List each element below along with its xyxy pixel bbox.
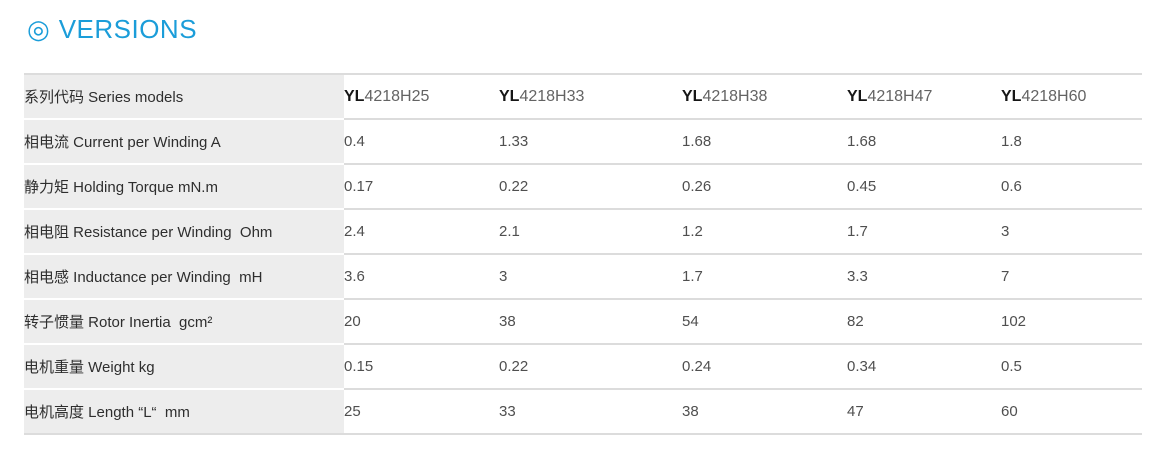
- spec-value-cell: 3: [499, 255, 682, 300]
- spec-value-cell: 0.5: [1001, 345, 1142, 390]
- model-name-cell: YL4218H25: [344, 75, 499, 120]
- spec-value-cell: 2.1: [499, 210, 682, 255]
- spec-value-cell: 1.2: [682, 210, 847, 255]
- spec-value-cell: 60: [1001, 390, 1142, 435]
- spec-value-cell: 1.8: [1001, 120, 1142, 165]
- model-prefix: YL: [682, 87, 703, 105]
- row-label: 电机高度 Length “L“ mm: [24, 390, 344, 435]
- double-circle-icon: ◎: [27, 14, 50, 44]
- table-row: 转子惯量 Rotor Inertia gcm² 20 38 54 82 102: [24, 300, 1142, 345]
- table-row: 电机重量 Weight kg 0.15 0.22 0.24 0.34 0.5: [24, 345, 1142, 390]
- spec-value-cell: 20: [344, 300, 499, 345]
- model-number: 4218H25: [364, 87, 430, 105]
- spec-value-cell: 1.7: [682, 255, 847, 300]
- row-label: 相电阻 Resistance per Winding Ohm: [24, 210, 344, 255]
- spec-value-cell: 0.4: [344, 120, 499, 165]
- row-label: 相电流 Current per Winding A: [24, 120, 344, 165]
- model-prefix: YL: [1001, 87, 1022, 105]
- spec-value-cell: 1.68: [847, 120, 1001, 165]
- spec-table: 系列代码 Series models YL4218H25 YL4218H33 YL4…: [24, 73, 1142, 435]
- row-label: 相电感 Inductance per Winding mH: [24, 255, 344, 300]
- model-prefix: YL: [499, 87, 520, 105]
- row-label: 转子惯量 Rotor Inertia gcm²: [24, 300, 344, 345]
- spec-value-cell: 0.6: [1001, 165, 1142, 210]
- model-number: 4218H33: [519, 87, 585, 105]
- table-row: 静力矩 Holding Torque mN.m 0.17 0.22 0.26 0.45 0…: [24, 165, 1142, 210]
- spec-value-cell: 3: [1001, 210, 1142, 255]
- spec-value-cell: 1.33: [499, 120, 682, 165]
- spec-value-cell: 7: [1001, 255, 1142, 300]
- model-prefix: YL: [344, 87, 365, 105]
- table-row: 相电阻 Resistance per Winding Ohm 2.4 2.1 1.2 1…: [24, 210, 1142, 255]
- spec-value-cell: 0.17: [344, 165, 499, 210]
- model-name-cell: YL4218H33: [499, 75, 682, 120]
- spec-value-cell: 0.45: [847, 165, 1001, 210]
- spec-value-cell: 25: [344, 390, 499, 435]
- spec-value-cell: 102: [1001, 300, 1142, 345]
- page-title: VERSIONS: [58, 14, 198, 44]
- spec-value-cell: 1.7: [847, 210, 1001, 255]
- model-name-cell: YL4218H60: [1001, 75, 1142, 120]
- spec-value-cell: 82: [847, 300, 1001, 345]
- row-label-series-models: 系列代码 Series models: [24, 75, 344, 120]
- spec-value-cell: 3.3: [847, 255, 1001, 300]
- model-number: 4218H38: [702, 87, 768, 105]
- spec-value-cell: 2.4: [344, 210, 499, 255]
- spec-value-cell: 0.34: [847, 345, 1001, 390]
- model-name-cell: YL4218H47: [847, 75, 1001, 120]
- spec-value-cell: 1.68: [682, 120, 847, 165]
- table-row: 电机高度 Length “L“ mm 25 33 38 47 60: [24, 390, 1142, 435]
- spec-value-cell: 0.15: [344, 345, 499, 390]
- table-row: 相电感 Inductance per Winding mH 3.6 3 1.7 3.3 7: [24, 255, 1142, 300]
- section-header: ◎ VERSIONS: [0, 0, 1166, 44]
- spec-value-cell: 47: [847, 390, 1001, 435]
- spec-value-cell: 0.24: [682, 345, 847, 390]
- model-number: 4218H60: [1021, 87, 1087, 105]
- model-number: 4218H47: [867, 87, 933, 105]
- model-prefix: YL: [847, 87, 868, 105]
- spec-value-cell: 38: [499, 300, 682, 345]
- table-header-row: 系列代码 Series models YL4218H25 YL4218H33 YL4…: [24, 75, 1142, 120]
- row-label: 静力矩 Holding Torque mN.m: [24, 165, 344, 210]
- spec-value-cell: 38: [682, 390, 847, 435]
- spec-value-cell: 54: [682, 300, 847, 345]
- spec-value-cell: 3.6: [344, 255, 499, 300]
- spec-value-cell: 0.26: [682, 165, 847, 210]
- spec-value-cell: 0.22: [499, 165, 682, 210]
- spec-value-cell: 33: [499, 390, 682, 435]
- row-label: 电机重量 Weight kg: [24, 345, 344, 390]
- spec-value-cell: 0.22: [499, 345, 682, 390]
- table-row: 相电流 Current per Winding A 0.4 1.33 1.68 1.68…: [24, 120, 1142, 165]
- model-name-cell: YL4218H38: [682, 75, 847, 120]
